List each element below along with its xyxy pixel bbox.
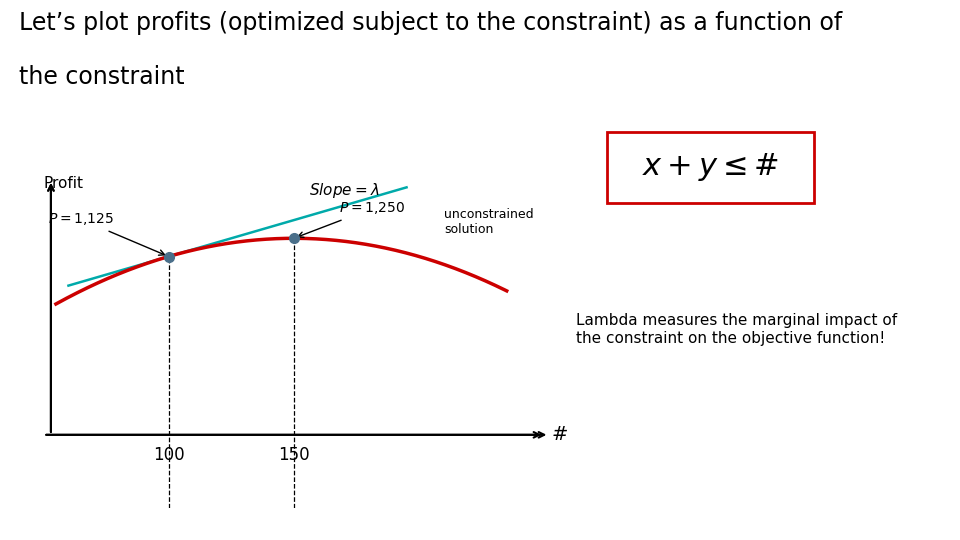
Text: unconstrained
solution: unconstrained solution (444, 208, 534, 237)
FancyBboxPatch shape (607, 132, 814, 203)
Text: the constraint: the constraint (19, 65, 185, 89)
Text: 100: 100 (153, 447, 184, 464)
Text: 150: 150 (278, 447, 310, 464)
Text: $P = 1{,}125$: $P = 1{,}125$ (48, 211, 164, 255)
Text: Let’s plot profits (optimized subject to the constraint) as a function of: Let’s plot profits (optimized subject to… (19, 11, 843, 35)
Text: #: # (552, 426, 568, 444)
Text: Profit: Profit (43, 176, 84, 191)
Text: $Slope = \lambda$: $Slope = \lambda$ (309, 181, 379, 200)
Text: $x + y \leq \#$: $x + y \leq \#$ (642, 151, 779, 184)
Text: Lambda measures the marginal impact of
the constraint on the objective function!: Lambda measures the marginal impact of t… (576, 313, 898, 346)
Text: $P = 1{,}250$: $P = 1{,}250$ (298, 200, 405, 238)
